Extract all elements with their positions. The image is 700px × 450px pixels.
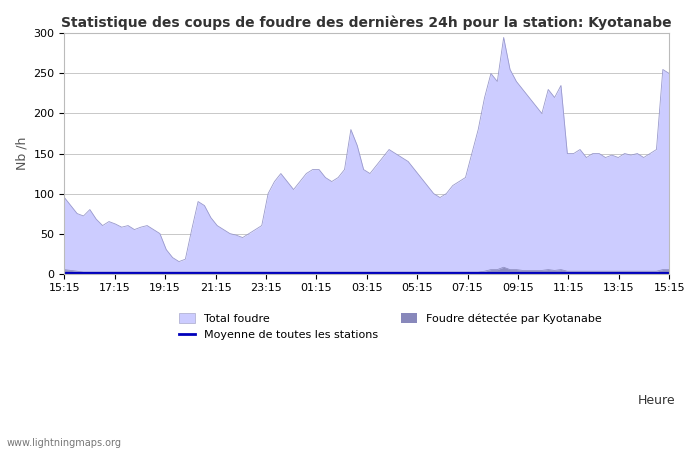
Text: www.lightningmaps.org: www.lightningmaps.org xyxy=(7,438,122,448)
Y-axis label: Nb /h: Nb /h xyxy=(15,137,28,170)
Title: Statistique des coups de foudre des dernières 24h pour la station: Kyotanabe: Statistique des coups de foudre des dern… xyxy=(62,15,672,30)
Legend: Total foudre, Moyenne de toutes les stations, Foudre détectée par Kyotanabe: Total foudre, Moyenne de toutes les stat… xyxy=(178,313,602,340)
Text: Heure: Heure xyxy=(638,394,676,407)
